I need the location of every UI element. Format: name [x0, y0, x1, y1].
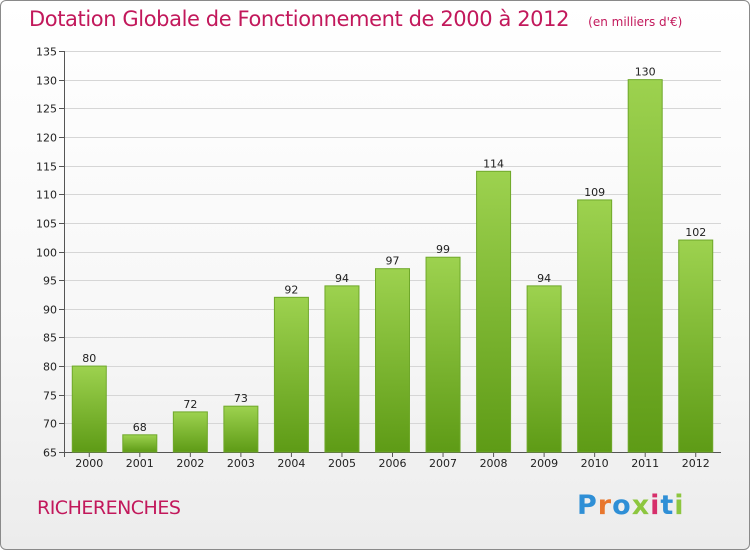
bar-2001: [122, 434, 158, 453]
y-tick-label: 130: [36, 75, 57, 88]
y-tick-label: 70: [43, 418, 57, 431]
y-tick-label: 100: [36, 247, 57, 260]
logo-letter: i: [650, 490, 661, 521]
bar-2008: [476, 170, 512, 453]
value-label-2009: 94: [537, 272, 551, 285]
y-tick-label: 120: [36, 132, 57, 145]
x-tick-label-2006: 2006: [379, 457, 407, 470]
x-tick-label-2004: 2004: [277, 457, 305, 470]
value-label-2008: 114: [483, 157, 504, 170]
value-label-2005: 94: [335, 272, 349, 285]
x-tick-label-2010: 2010: [581, 457, 609, 470]
value-label-2001: 68: [133, 421, 147, 434]
chart-title: Dotation Globale de Fonctionnement de 20…: [29, 7, 682, 31]
commune-name: RICHERENCHES: [37, 497, 181, 519]
logo-letter: x: [631, 490, 651, 521]
value-labels: 80 68 72 73 92 94 97 99 114 94 109 130 102: [82, 66, 706, 434]
x-tick-label-2000: 2000: [75, 457, 103, 470]
x-tick-label-2011: 2011: [631, 457, 659, 470]
logo-letter: P: [577, 490, 598, 521]
y-tick-label: 135: [36, 46, 57, 59]
y-tick-label: 80: [43, 361, 57, 374]
y-tick-label: 125: [36, 103, 57, 116]
y-tick-label: 110: [36, 189, 57, 202]
bar-2009: [526, 285, 562, 453]
bar-2006: [375, 268, 410, 453]
value-label-2006: 97: [386, 255, 400, 268]
value-label-2012: 102: [685, 226, 706, 239]
y-tick-label: 85: [43, 332, 57, 345]
x-tick-label-2008: 2008: [480, 457, 508, 470]
x-axis-ticks: 2000 2001 2002 2003 2004 2005 2006 2007 2008 2009…: [75, 457, 709, 470]
value-label-2011: 130: [635, 66, 656, 79]
value-label-2007: 99: [436, 243, 450, 256]
bar-2007: [425, 256, 461, 453]
proxiti-logo: Proxiti: [577, 490, 685, 521]
bar-2002: [172, 411, 208, 453]
bar-2012: [678, 239, 714, 453]
bar-2010: [577, 199, 613, 453]
bar-2003: [223, 405, 259, 453]
y-tick-label: 65: [43, 447, 57, 460]
value-label-2004: 92: [284, 283, 298, 296]
logo-letter: r: [597, 490, 613, 521]
y-tick-label: 75: [43, 390, 57, 403]
logo-letter: o: [612, 490, 632, 521]
x-tick-label-2002: 2002: [176, 457, 204, 470]
bar-2011: [627, 79, 663, 453]
x-tick-label-2005: 2005: [328, 457, 356, 470]
value-label-2003: 73: [234, 392, 248, 405]
bars: [71, 79, 714, 453]
bar-2000: [71, 365, 107, 453]
y-tick-label: 90: [43, 304, 57, 317]
logo-letter: i: [674, 490, 685, 521]
x-tick-label-2003: 2003: [227, 457, 255, 470]
bar-2004: [273, 296, 309, 453]
y-tick-label: 105: [36, 218, 57, 231]
chart-unit-note: (en milliers d'€): [588, 15, 683, 29]
value-label-2002: 72: [183, 398, 197, 411]
bar-2005: [324, 285, 360, 453]
x-tick-label-2012: 2012: [682, 457, 710, 470]
value-label-2000: 80: [82, 352, 96, 365]
value-label-2010: 109: [584, 186, 605, 199]
chart-title-text: Dotation Globale de Fonctionnement de 20…: [29, 7, 570, 31]
x-tick-label-2007: 2007: [429, 457, 457, 470]
y-tick-label: 95: [43, 275, 57, 288]
y-tick-label: 115: [36, 161, 57, 174]
x-tick-label-2001: 2001: [126, 457, 154, 470]
x-tick-label-2009: 2009: [530, 457, 558, 470]
logo-letter: t: [660, 490, 675, 521]
y-axis-ticks: 65 70 75 80 85 90 95 100 105 110 115 120 125 130 135: [36, 46, 57, 460]
